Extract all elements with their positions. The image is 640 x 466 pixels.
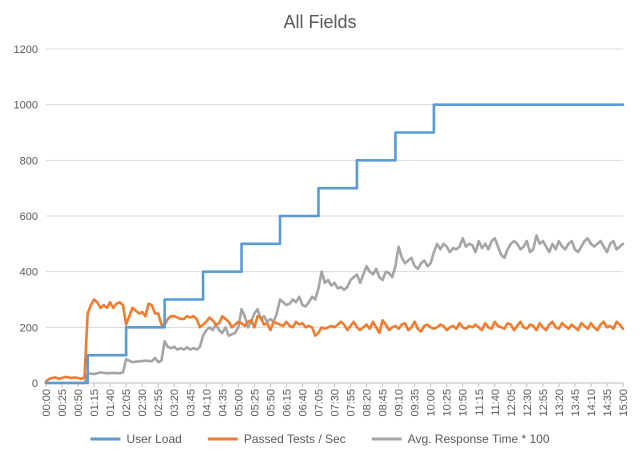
x-tick-label: 10:25 bbox=[442, 389, 454, 417]
x-tick-label: 03:20 bbox=[169, 389, 181, 417]
x-axis-ticks: 00:00 00:25 00:50 01:15 01:40 02:05 02:30 02:55… bbox=[41, 382, 630, 417]
x-tick-label: 01:15 bbox=[89, 389, 101, 417]
y-tick-label: 1000 bbox=[14, 100, 38, 112]
x-tick-label: 06:40 bbox=[297, 389, 309, 417]
x-tick-label: 11:40 bbox=[490, 389, 502, 416]
x-tick-label: 10:00 bbox=[426, 389, 438, 417]
x-tick-label: 05:00 bbox=[233, 389, 245, 417]
x-tick-label: 03:45 bbox=[185, 389, 197, 417]
legend: User Load Passed Tests / Sec Avg. Response… bbox=[90, 432, 550, 446]
x-tick-label: 04:35 bbox=[217, 389, 229, 417]
x-tick-label: 02:05 bbox=[121, 389, 133, 417]
x-tick-label: 12:30 bbox=[522, 389, 534, 417]
y-axis-ticks: 0 200 400 600 800 1000 1200 bbox=[14, 44, 38, 390]
y-tick-label: 0 bbox=[32, 378, 38, 390]
x-tick-label: 11:15 bbox=[474, 389, 486, 416]
x-tick-label: 09:35 bbox=[410, 389, 422, 417]
x-tick-label: 12:05 bbox=[506, 389, 518, 417]
series-line bbox=[44, 234, 625, 385]
chart-title: All Fields bbox=[283, 12, 356, 32]
x-tick-label: 14:10 bbox=[586, 389, 598, 417]
x-tick-label: 13:20 bbox=[554, 389, 566, 417]
y-tick-label: 200 bbox=[20, 322, 38, 334]
legend-label: Passed Tests / Sec bbox=[244, 432, 346, 446]
x-tick-label: 08:45 bbox=[378, 389, 390, 417]
x-tick-label: 07:55 bbox=[346, 389, 358, 417]
y-tick-label: 600 bbox=[20, 211, 38, 223]
x-tick-label: 15:00 bbox=[618, 389, 630, 417]
legend-label: Avg. Response Time * 100 bbox=[408, 432, 550, 446]
x-tick-label: 12:55 bbox=[538, 389, 550, 417]
x-tick-label: 00:00 bbox=[41, 389, 53, 417]
y-tick-label: 1200 bbox=[14, 44, 38, 56]
legend-label: User Load bbox=[126, 432, 181, 446]
x-tick-label: 14:35 bbox=[602, 389, 614, 417]
y-tick-label: 400 bbox=[20, 267, 38, 279]
x-tick-label: 08:20 bbox=[362, 389, 374, 417]
x-tick-label: 02:55 bbox=[153, 389, 165, 417]
x-tick-label: 05:50 bbox=[265, 389, 277, 417]
x-tick-label: 06:15 bbox=[281, 389, 293, 417]
y-tick-label: 800 bbox=[20, 155, 38, 167]
x-tick-label: 10:50 bbox=[458, 389, 470, 417]
series-line bbox=[44, 103, 625, 385]
x-tick-label: 01:40 bbox=[105, 389, 117, 417]
x-tick-label: 00:50 bbox=[73, 389, 85, 417]
series-line bbox=[44, 298, 625, 383]
x-tick-label: 09:10 bbox=[394, 389, 406, 417]
x-tick-label: 07:30 bbox=[330, 389, 342, 417]
x-tick-label: 07:05 bbox=[313, 389, 325, 417]
x-tick-label: 02:30 bbox=[137, 389, 149, 417]
x-tick-label: 13:45 bbox=[570, 389, 582, 417]
x-tick-label: 05:25 bbox=[249, 389, 261, 417]
x-tick-label: 00:25 bbox=[57, 389, 69, 417]
x-tick-label: 04:10 bbox=[201, 389, 213, 417]
series-lines bbox=[44, 103, 625, 385]
